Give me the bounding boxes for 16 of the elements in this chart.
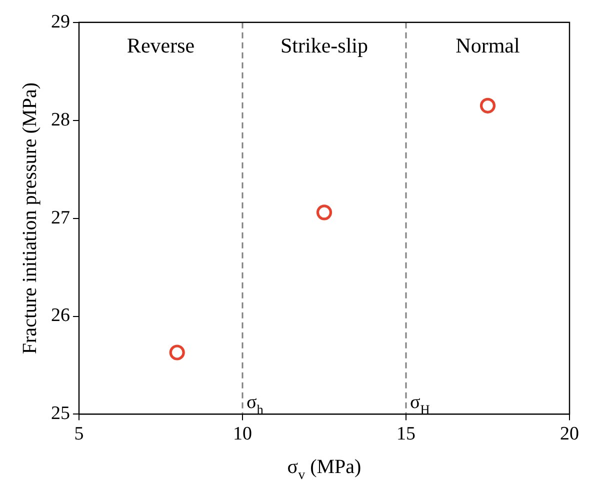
x-tick-label: 5 — [74, 424, 84, 445]
y-tick-label: 25 — [51, 403, 70, 424]
x-tick-label: 20 — [560, 424, 579, 445]
y-axis-title: Fracture initiation pressure (MPa) — [19, 82, 41, 354]
x-tick-label: 10 — [233, 424, 252, 445]
annotation: Reverse — [126, 33, 195, 58]
point — [316, 204, 332, 220]
y-tick-label: 29 — [51, 11, 70, 32]
point — [480, 98, 496, 114]
x-tick-label: 15 — [396, 424, 416, 445]
y-tick-label: 28 — [51, 109, 70, 130]
annotation: Strike-slip — [280, 33, 368, 58]
point — [169, 344, 185, 360]
y-tick-label: 26 — [51, 305, 70, 326]
y-tick-label: 27 — [51, 207, 70, 228]
annotation: Normal — [456, 33, 520, 58]
